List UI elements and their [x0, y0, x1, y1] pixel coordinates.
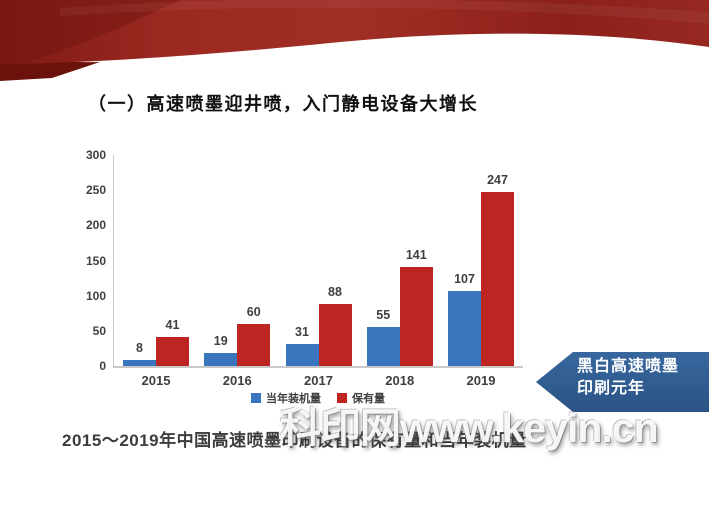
callout-arrow-polygon	[536, 352, 709, 412]
chart-caption: 2015～2019年中国高速喷墨印刷设备的保有量和当年装机量	[62, 431, 527, 450]
y-axis-tick-label: 0	[99, 359, 106, 373]
bar-total	[156, 337, 189, 366]
bar-total	[481, 192, 514, 366]
bar-value-label: 141	[405, 247, 427, 262]
legend-swatch	[337, 393, 347, 403]
bar-total	[237, 323, 271, 366]
x-axis-tick-label: 2017	[304, 373, 333, 388]
watermark: 科印网www.keyin.cn	[280, 405, 659, 451]
x-axis-line	[113, 366, 523, 368]
bar-value-label: 31	[295, 325, 309, 340]
callout-text: 黑白高速喷墨 印刷元年	[577, 356, 709, 400]
y-axis-tick-label: 50	[92, 323, 106, 338]
bar-value-label: 88	[328, 285, 342, 300]
bar-value-label: 247	[487, 173, 508, 188]
y-axis-tick-label: 150	[85, 253, 106, 268]
y-axis-tick-label: 100	[85, 288, 106, 303]
callout-line-2: 印刷元年	[577, 380, 646, 397]
legend-item: 保有量	[337, 390, 385, 406]
legend-item: 当年装机量	[251, 390, 321, 406]
callout-line-1: 黑白高速喷墨	[577, 358, 680, 375]
legend-label: 当年装机量	[266, 393, 321, 405]
legend-swatch	[251, 393, 261, 403]
chart-legend: 当年装机量 保有量	[113, 390, 523, 406]
y-axis-tick-label: 300	[85, 148, 106, 162]
ribbon-decoration	[0, 0, 709, 81]
ribbon-fold-left	[0, 0, 180, 64]
bar-total	[399, 266, 433, 366]
x-axis-tick-label: 2019	[466, 373, 496, 388]
bar-value-label: 60	[246, 304, 261, 319]
y-axis-line	[113, 155, 114, 366]
y-axis-tick-label: 200	[85, 218, 106, 233]
bar-value-label: 55	[376, 308, 391, 323]
bar-installed	[204, 352, 238, 366]
callout-arrow-shape	[536, 352, 709, 412]
bar-installed	[448, 290, 481, 366]
bar-value-label: 19	[213, 333, 228, 348]
bar-installed	[366, 327, 400, 366]
x-axis-tick-label: 2018	[385, 373, 415, 388]
ribbon-sheen	[60, 0, 709, 24]
y-axis-tick-label: 250	[85, 183, 106, 198]
x-axis-tick-label: 2016	[222, 373, 252, 388]
bar-total	[318, 304, 352, 366]
legend-label: 保有量	[352, 393, 385, 405]
bar-installed	[123, 360, 156, 366]
bar-installed	[285, 344, 319, 366]
bar-value-label: 41	[165, 318, 180, 333]
bar-value-label: 8	[136, 341, 143, 356]
bar-value-label: 107	[454, 271, 475, 286]
x-axis-tick-label: 2015	[141, 373, 171, 388]
ribbon-main	[0, 0, 709, 64]
slide-title: （一）高速喷墨迎井喷，入门静电设备大增长	[88, 94, 478, 114]
